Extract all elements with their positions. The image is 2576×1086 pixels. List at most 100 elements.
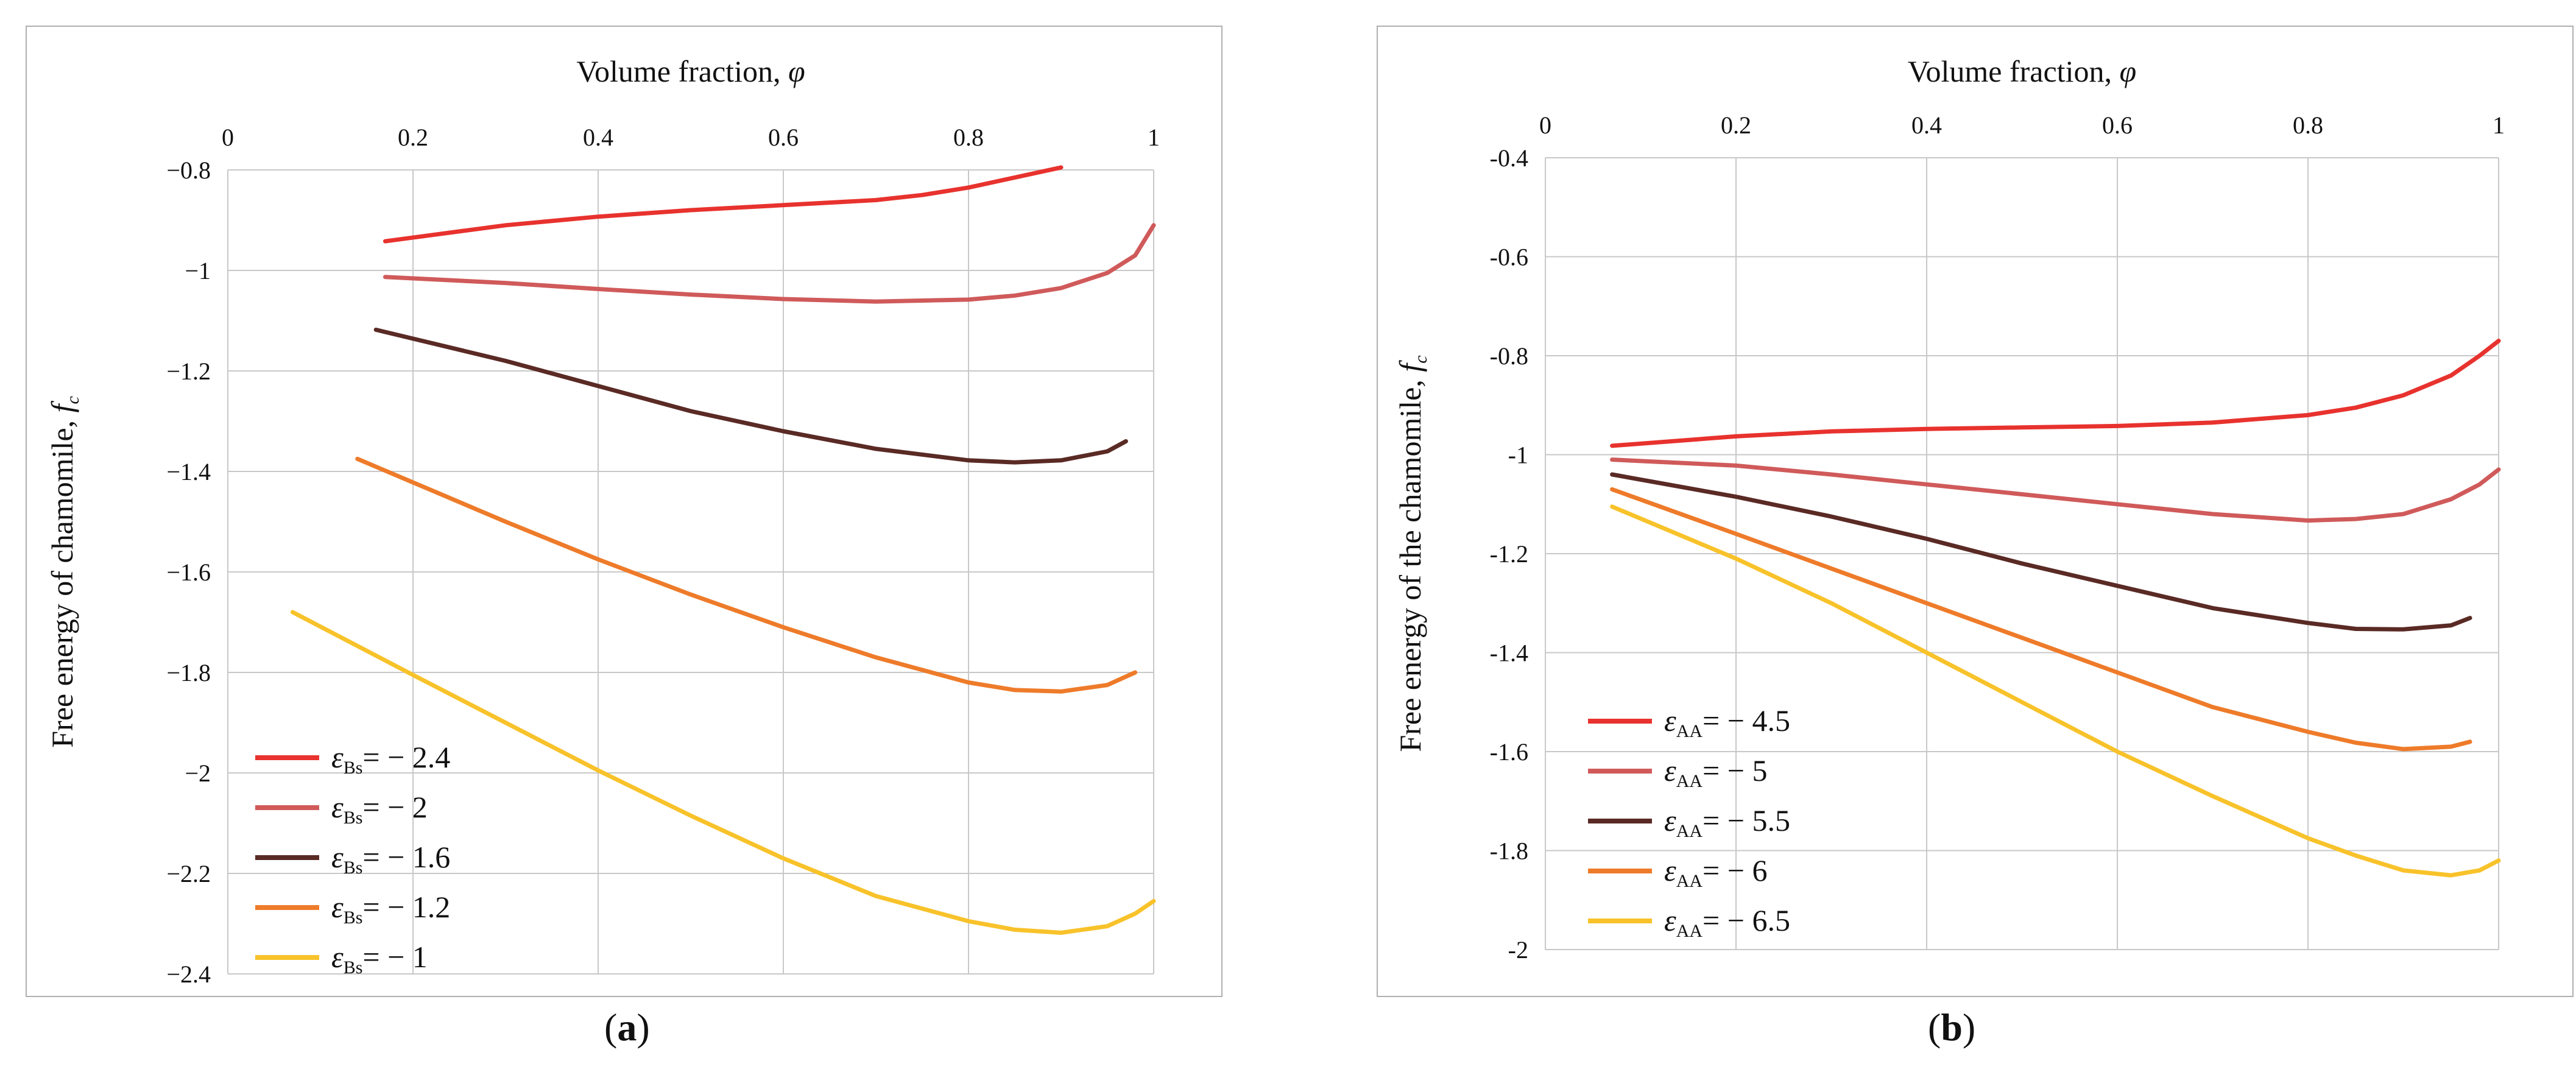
- series-line-5: [1610, 504, 2501, 878]
- y-tick-label: -1.4: [1490, 640, 1528, 667]
- y-tick-label: -1: [1508, 442, 1528, 469]
- chart-a: 0 0.2 0.4 0.6 0.8 1 −0.8 −1 −1.2 −1.4 −1.6 −1.8 −2 −2…: [45, 54, 1160, 988]
- legend-symbol: ε: [1664, 903, 1676, 937]
- y-axis-title-text: Free energy of chamomile,: [45, 412, 79, 747]
- legend-subscript: Bs: [344, 808, 363, 828]
- y-axis-title-group: Free energy of chamomile, fc: [45, 396, 83, 748]
- legend-subscript: AA: [1676, 871, 1703, 891]
- caption-b-label: b: [1941, 1006, 1963, 1049]
- legend-subscript: Bs: [344, 758, 363, 778]
- legend-label: = − 1.6: [362, 840, 450, 874]
- x-tick-label: 0.8: [953, 124, 984, 151]
- y-tick-label: −1.8: [166, 659, 211, 686]
- chart-panel-a: 0 0.2 0.4 0.6 0.8 1 −0.8 −1 −1.2 −1.4 −1.6 −1.8 −2 −2…: [26, 26, 1223, 997]
- x-axis-title-text: Volume fraction,: [576, 54, 788, 88]
- legend-label: = − 2.4: [362, 740, 450, 774]
- legend-label: = − 4.5: [1703, 703, 1790, 738]
- legend-subscript: AA: [1676, 721, 1703, 741]
- x-axis-title: Volume fraction, φ: [1908, 54, 2136, 88]
- legend-entry: εBs= − 1: [331, 940, 428, 978]
- x-axis-title-symbol: φ: [788, 54, 805, 88]
- legend-symbol: ε: [1664, 853, 1676, 887]
- y-tick-label: -0.4: [1490, 144, 1528, 172]
- y-tick-label: −2.4: [166, 961, 211, 988]
- y-tick-label: −1: [185, 257, 211, 284]
- y-tick-label: −1.4: [166, 458, 211, 485]
- y-axis-title-group: Free energy of the chamomile, fc: [1393, 355, 1431, 752]
- legend-label: = − 5.5: [1703, 803, 1790, 837]
- x-tick-label: 0.8: [2293, 111, 2323, 139]
- y-tick-label: -1.2: [1490, 540, 1528, 568]
- series-line-3: [1610, 472, 2472, 632]
- caption-a: (a): [604, 1006, 650, 1049]
- legend-symbol: ε: [331, 890, 344, 924]
- legend-entry: εBs= − 1.2: [331, 890, 450, 928]
- legend-subscript: Bs: [344, 908, 363, 928]
- chart-b: 0 0.2 0.4 0.6 0.8 1 -0.4 -0.6 -0.8 -1 -1.2 -1.4 -1.6…: [1393, 54, 2505, 964]
- y-tick-label: −2.2: [166, 860, 211, 887]
- series-line-2: [1610, 457, 2501, 523]
- series-line-1: [383, 165, 1064, 244]
- legend-entry: εAA= − 4.5: [1664, 703, 1790, 741]
- legend-entry: εAA= − 6: [1664, 853, 1767, 891]
- x-tick-label: 0.2: [1721, 111, 1751, 139]
- y-axis-title: Free energy of the chamomile, fc: [1393, 355, 1431, 752]
- x-tick-label: 0.6: [768, 124, 799, 151]
- legend-symbol: ε: [331, 790, 344, 824]
- legend-subscript: AA: [1676, 921, 1703, 941]
- x-tick-label: 0.4: [583, 124, 613, 151]
- legend-label: = − 5: [1703, 753, 1767, 788]
- legend-symbol: ε: [331, 740, 344, 774]
- x-axis-title-symbol: φ: [2119, 54, 2136, 88]
- legend-subscript: Bs: [344, 957, 363, 978]
- x-tick-label: 1: [2493, 111, 2505, 139]
- series-line-2: [383, 223, 1156, 304]
- legend-entry: εAA= − 5.5: [1664, 803, 1790, 841]
- y-axis-title: Free energy of chamomile, fc: [45, 396, 83, 748]
- y-tick-label: -0.6: [1490, 244, 1528, 271]
- legend-subscript: AA: [1676, 821, 1703, 841]
- legend-symbol: ε: [331, 940, 344, 974]
- legend-entry: εAA= − 5: [1664, 753, 1767, 791]
- y-tick-label: −1.2: [166, 358, 211, 385]
- x-tick-label: 1: [1148, 124, 1160, 151]
- legend-subscript: AA: [1676, 771, 1703, 791]
- legend-label: = − 2: [362, 790, 427, 824]
- legend-symbol: ε: [331, 840, 344, 874]
- x-tick-label: 0: [222, 124, 234, 151]
- chart-panel-b: 0 0.2 0.4 0.6 0.8 1 -0.4 -0.6 -0.8 -1 -1.2 -1.4 -1.6…: [1377, 26, 2574, 997]
- legend-symbol: ε: [1664, 803, 1676, 837]
- y-tick-label: -1.6: [1490, 738, 1528, 766]
- y-tick-label: −1.6: [166, 559, 211, 586]
- series-line-5: [290, 610, 1156, 935]
- x-tick-label: 0.4: [1911, 111, 1942, 139]
- series-line-4: [1610, 487, 2472, 752]
- x-tick-label: 0.6: [2102, 111, 2133, 139]
- y-axis-title-subscript: c: [63, 396, 83, 404]
- legend-symbol: ε: [1664, 753, 1676, 788]
- series-line-4: [355, 456, 1138, 694]
- legend-entry: εBs= − 2.4: [331, 740, 450, 778]
- x-axis-title: Volume fraction, φ: [576, 54, 805, 88]
- caption-b: (b): [1928, 1006, 1976, 1049]
- legend-entry: εBs= − 2: [331, 790, 428, 828]
- legend-subscript: Bs: [344, 858, 363, 878]
- legend-entry: εBs= − 1.6: [331, 840, 450, 878]
- legend-label: = − 1.2: [362, 890, 450, 924]
- x-axis-title-text: Volume fraction,: [1908, 54, 2120, 88]
- legend-label: = − 1: [362, 940, 427, 974]
- series-line-3: [373, 327, 1128, 465]
- y-axis-title-text: Free energy of the chamomile,: [1393, 372, 1427, 752]
- y-tick-label: -1.8: [1490, 837, 1528, 865]
- y-tick-label: -0.8: [1490, 342, 1528, 370]
- x-tick-label: 0.2: [398, 124, 428, 151]
- legend-entry: εAA= − 6.5: [1664, 903, 1790, 941]
- legend-symbol: ε: [1664, 703, 1676, 738]
- y-tick-label: −0.8: [166, 157, 211, 184]
- x-tick-label: 0: [1539, 111, 1551, 139]
- series-line-1: [1610, 339, 2501, 448]
- caption-a-label: a: [617, 1006, 637, 1049]
- legend-label: = − 6.5: [1703, 903, 1790, 937]
- y-tick-label: -2: [1508, 936, 1528, 964]
- y-axis-title-subscript: c: [1411, 355, 1431, 363]
